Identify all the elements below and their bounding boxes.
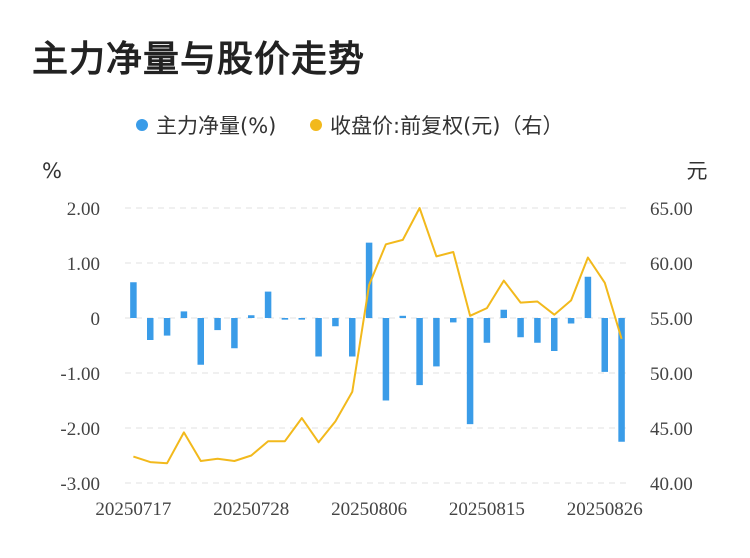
- legend-item: 收盘价:前复权(元)（右）: [310, 114, 563, 138]
- bar: [281, 318, 289, 320]
- legend: 主力净量(%) 收盘价:前复权(元)（右）: [136, 114, 563, 138]
- bar: [399, 315, 406, 318]
- bar-series: [130, 242, 625, 442]
- bar: [416, 318, 423, 386]
- price-line: [133, 207, 623, 465]
- x-tick-label: 20250806: [331, 499, 407, 520]
- bar: [466, 318, 474, 425]
- bar: [365, 242, 373, 318]
- bar: [315, 318, 322, 357]
- bar: [517, 318, 524, 338]
- line-series: [133, 207, 623, 465]
- bar: [567, 318, 575, 324]
- left-tick-label: 1.00: [67, 254, 100, 275]
- right-tick-label: 65.00: [650, 199, 693, 220]
- legend-item: 主力净量(%): [136, 114, 276, 138]
- bar: [147, 318, 154, 340]
- bar: [180, 311, 188, 318]
- bar: [551, 318, 558, 351]
- legend-label: 主力净量(%): [156, 114, 276, 138]
- right-tick-label: 45.00: [650, 419, 693, 440]
- bar: [483, 318, 491, 343]
- bar: [433, 318, 440, 367]
- left-tick-label: -3.00: [60, 474, 100, 495]
- bar: [332, 318, 339, 327]
- bar: [500, 309, 507, 318]
- bar: [197, 318, 204, 365]
- chart-title: 主力净量与股价走势: [32, 39, 366, 80]
- right-axis-unit: 元: [687, 159, 708, 183]
- legend-dot-icon: [310, 119, 322, 131]
- bar: [264, 291, 272, 318]
- bar: [584, 276, 592, 318]
- bar: [248, 315, 255, 318]
- bar: [601, 318, 608, 372]
- right-tick-label: 55.00: [650, 309, 693, 330]
- x-axis-ticks: 20250717 20250728 20250806 20250815 20250826: [95, 499, 642, 520]
- left-tick-label: 0: [91, 309, 101, 330]
- x-tick-label: 20250717: [95, 499, 171, 520]
- right-tick-label: 40.00: [650, 474, 693, 495]
- right-tick-label: 60.00: [650, 254, 693, 275]
- left-axis-ticks: 2.00 1.00 0 -1.00 -2.00 -3.00: [60, 199, 100, 495]
- left-tick-label: -1.00: [60, 364, 100, 385]
- x-tick-label: 20250728: [213, 499, 289, 520]
- bar: [231, 318, 238, 349]
- bar: [349, 318, 356, 357]
- bar: [382, 318, 390, 401]
- grid-lines: [125, 207, 630, 484]
- bar: [298, 318, 305, 320]
- bar: [214, 318, 221, 331]
- bar: [163, 318, 171, 336]
- right-axis-ticks: 65.00 60.00 55.00 50.00 45.00 40.00: [650, 199, 693, 495]
- left-tick-label: 2.00: [67, 199, 100, 220]
- legend-dot-icon: [136, 119, 148, 131]
- x-tick-label: 20250815: [449, 499, 525, 520]
- bar: [534, 318, 541, 343]
- right-tick-label: 50.00: [650, 364, 693, 385]
- bar: [450, 318, 457, 323]
- legend-label: 收盘价:前复权(元)（右）: [330, 114, 563, 138]
- left-axis-unit: %: [42, 159, 62, 183]
- bar: [618, 318, 625, 442]
- left-tick-label: -2.00: [60, 419, 100, 440]
- x-tick-label: 20250826: [567, 499, 643, 520]
- bar: [130, 282, 137, 318]
